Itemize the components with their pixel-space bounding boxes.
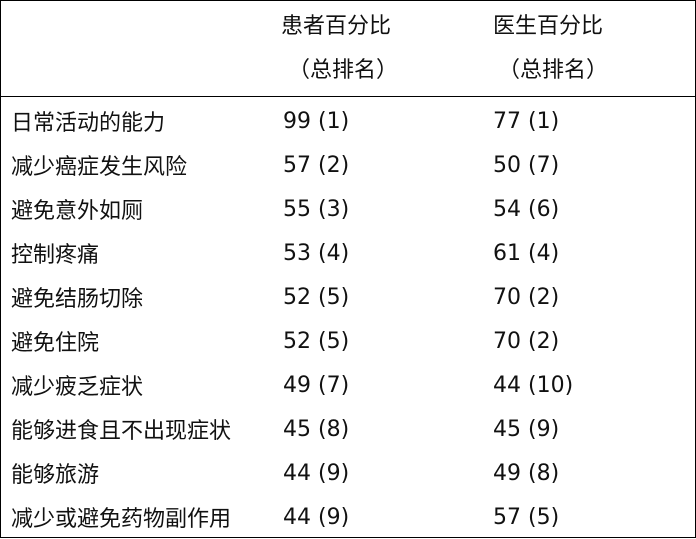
patient-value: 57 (2) xyxy=(276,143,486,187)
row-label: 日常活动的能力 xyxy=(1,97,276,144)
patient-value: 44 (9) xyxy=(276,495,486,539)
doctor-value: 77 (1) xyxy=(486,97,695,144)
table-body: 日常活动的能力 99 (1) 77 (1) 减少癌症发生风险 57 (2) 50… xyxy=(1,97,695,539)
table-row: 日常活动的能力 99 (1) 77 (1) xyxy=(1,97,695,144)
doctor-value: 54 (6) xyxy=(486,187,695,231)
patient-value: 99 (1) xyxy=(276,97,486,144)
doctor-value: 45 (9) xyxy=(486,407,695,451)
doctor-value: 70 (2) xyxy=(486,275,695,319)
table-row: 能够进食且不出现症状 45 (8) 45 (9) xyxy=(1,407,695,451)
doctor-value: 61 (4) xyxy=(486,231,695,275)
header-row: 患者百分比 （总排名） 医生百分比 （总排名） xyxy=(1,1,695,97)
patient-value: 45 (8) xyxy=(276,407,486,451)
header-patient-title: 患者百分比 xyxy=(276,1,486,39)
row-label: 避免结肠切除 xyxy=(1,275,276,319)
header-patient: 患者百分比 （总排名） xyxy=(276,1,486,97)
doctor-value: 70 (2) xyxy=(486,319,695,363)
row-label: 减少癌症发生风险 xyxy=(1,143,276,187)
table-row: 减少癌症发生风险 57 (2) 50 (7) xyxy=(1,143,695,187)
table-row: 控制疼痛 53 (4) 61 (4) xyxy=(1,231,695,275)
table-row: 避免结肠切除 52 (5) 70 (2) xyxy=(1,275,695,319)
doctor-value: 44 (10) xyxy=(486,363,695,407)
patient-value: 44 (9) xyxy=(276,451,486,495)
row-label: 避免意外如厕 xyxy=(1,187,276,231)
header-patient-subtitle: （总排名） xyxy=(276,59,486,83)
row-label: 能够进食且不出现症状 xyxy=(1,407,276,451)
doctor-value: 49 (8) xyxy=(486,451,695,495)
patient-value: 55 (3) xyxy=(276,187,486,231)
header-doctor-title: 医生百分比 xyxy=(486,1,695,39)
row-label: 能够旅游 xyxy=(1,451,276,495)
patient-value: 52 (5) xyxy=(276,275,486,319)
table-row: 能够旅游 44 (9) 49 (8) xyxy=(1,451,695,495)
doctor-value: 50 (7) xyxy=(486,143,695,187)
patient-value: 52 (5) xyxy=(276,319,486,363)
table-row: 避免住院 52 (5) 70 (2) xyxy=(1,319,695,363)
table-row: 减少或避免药物副作用 44 (9) 57 (5) xyxy=(1,495,695,539)
header-doctor-subtitle: （总排名） xyxy=(486,59,695,83)
row-label: 减少或避免药物副作用 xyxy=(1,495,276,539)
table-row: 避免意外如厕 55 (3) 54 (6) xyxy=(1,187,695,231)
header-blank xyxy=(1,1,276,97)
patient-value: 49 (7) xyxy=(276,363,486,407)
table-header: 患者百分比 （总排名） 医生百分比 （总排名） xyxy=(1,1,695,97)
table-row: 减少疲乏症状 49 (7) 44 (10) xyxy=(1,363,695,407)
doctor-value: 57 (5) xyxy=(486,495,695,539)
header-doctor: 医生百分比 （总排名） xyxy=(486,1,695,97)
patient-value: 53 (4) xyxy=(276,231,486,275)
row-label: 减少疲乏症状 xyxy=(1,363,276,407)
row-label: 避免住院 xyxy=(1,319,276,363)
row-label: 控制疼痛 xyxy=(1,231,276,275)
